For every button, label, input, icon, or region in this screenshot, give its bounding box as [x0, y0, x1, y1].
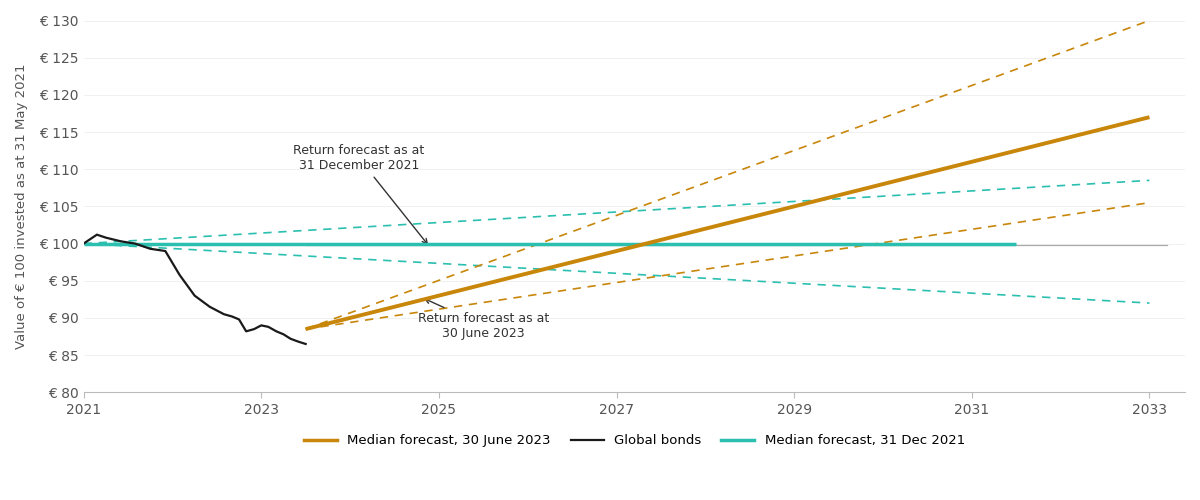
Y-axis label: Value of € 100 invested as at 31 May 2021: Value of € 100 invested as at 31 May 202…: [16, 64, 28, 349]
Text: Return forecast as at
30 June 2023: Return forecast as at 30 June 2023: [418, 298, 548, 340]
Legend: Median forecast, 30 June 2023, Global bonds, Median forecast, 31 Dec 2021: Median forecast, 30 June 2023, Global bo…: [299, 429, 970, 452]
Text: Return forecast as at
31 December 2021: Return forecast as at 31 December 2021: [293, 144, 427, 244]
